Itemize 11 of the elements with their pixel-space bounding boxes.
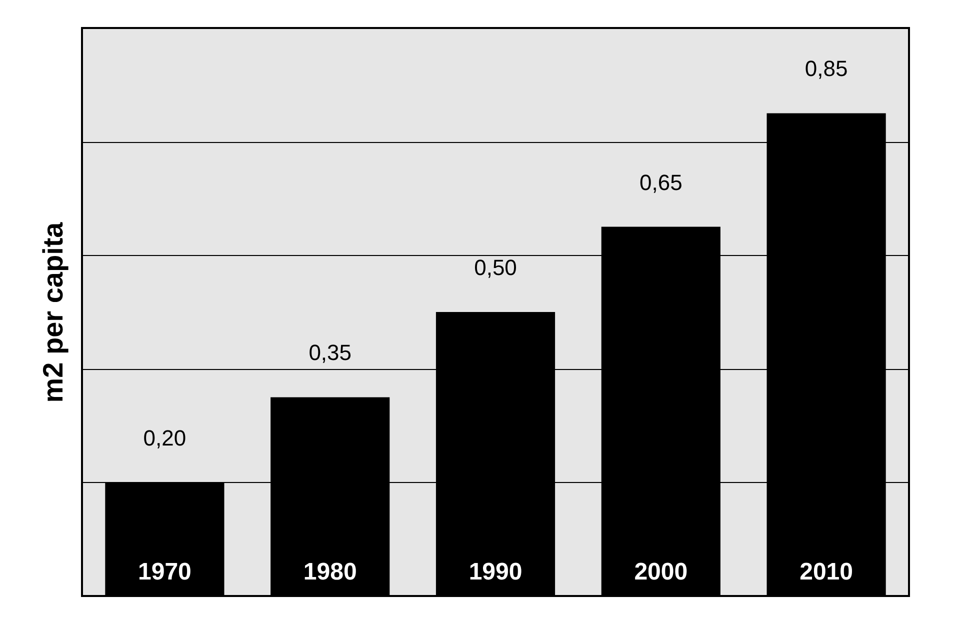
x-tick-label: 1990 (468, 558, 522, 586)
data-label: 0,85 (804, 56, 848, 82)
x-tick-label: 1970 (138, 558, 192, 586)
y-axis-title: m2 per capita (38, 222, 68, 403)
x-tick-label: 2000 (634, 558, 688, 586)
x-tick-label: 1980 (303, 558, 357, 586)
data-label: 0,35 (308, 340, 352, 366)
data-label: 0,65 (639, 170, 682, 195)
data-label: 0,50 (474, 255, 517, 280)
data-label: 0,20 (143, 425, 186, 450)
x-tick-label: 2010 (800, 558, 853, 586)
